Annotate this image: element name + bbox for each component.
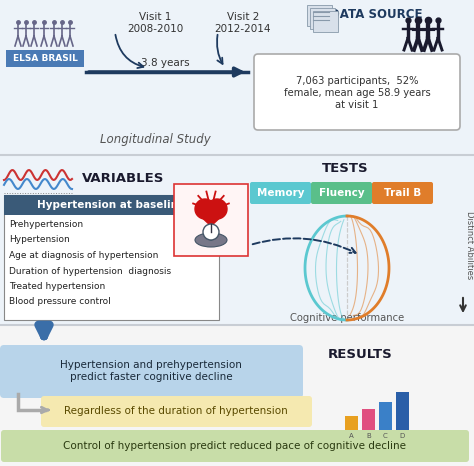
FancyBboxPatch shape [1, 430, 469, 462]
Polygon shape [207, 199, 227, 219]
Text: Hypertension at baseline: Hypertension at baseline [37, 200, 185, 210]
Text: 3.8 years: 3.8 years [141, 58, 189, 68]
Text: Hypertension: Hypertension [9, 235, 70, 245]
Text: Treated hypertension: Treated hypertension [9, 282, 105, 291]
FancyBboxPatch shape [250, 182, 311, 204]
Text: Hypertension and prehypertension
predict faster cognitive decline: Hypertension and prehypertension predict… [60, 360, 242, 382]
FancyBboxPatch shape [345, 416, 358, 430]
FancyBboxPatch shape [0, 326, 474, 466]
Text: RESULTS: RESULTS [328, 348, 392, 361]
Text: Visit 1
2008-2010: Visit 1 2008-2010 [127, 12, 183, 34]
Text: TESTS: TESTS [322, 162, 368, 175]
Text: DATA SOURCE: DATA SOURCE [330, 8, 422, 21]
Text: ELSA BRASIL: ELSA BRASIL [13, 54, 77, 63]
FancyBboxPatch shape [313, 11, 338, 32]
Text: Blood pressure control: Blood pressure control [9, 297, 111, 307]
Polygon shape [196, 209, 226, 226]
Text: A: A [349, 433, 354, 439]
Text: Duration of hypertension  diagnosis: Duration of hypertension diagnosis [9, 267, 171, 275]
FancyBboxPatch shape [0, 0, 474, 155]
Text: Longitudinal Study: Longitudinal Study [100, 133, 210, 146]
FancyBboxPatch shape [4, 195, 219, 215]
FancyBboxPatch shape [372, 182, 433, 204]
FancyBboxPatch shape [362, 409, 375, 430]
FancyBboxPatch shape [379, 402, 392, 430]
FancyBboxPatch shape [310, 7, 336, 28]
FancyBboxPatch shape [308, 5, 332, 26]
FancyBboxPatch shape [4, 195, 219, 320]
FancyBboxPatch shape [396, 392, 409, 430]
FancyBboxPatch shape [254, 54, 460, 130]
Circle shape [203, 224, 219, 240]
Text: Memory: Memory [257, 188, 304, 198]
FancyBboxPatch shape [311, 182, 372, 204]
Text: Cognitive performance: Cognitive performance [290, 313, 404, 323]
Text: B: B [366, 433, 371, 439]
Text: Visit 2
2012-2014: Visit 2 2012-2014 [215, 12, 271, 34]
Text: Control of hypertension predict reduced pace of cognitive decline: Control of hypertension predict reduced … [64, 441, 407, 451]
Text: Regardless of the duration of hypertension: Regardless of the duration of hypertensi… [64, 406, 288, 416]
Ellipse shape [195, 233, 227, 247]
FancyBboxPatch shape [0, 345, 303, 398]
FancyBboxPatch shape [41, 396, 312, 427]
Text: VARIABLES: VARIABLES [82, 172, 164, 185]
Text: Distinct Abilities: Distinct Abilities [465, 211, 474, 279]
FancyBboxPatch shape [0, 156, 474, 325]
Text: Age at diagnosis of hypertension: Age at diagnosis of hypertension [9, 251, 158, 260]
Text: Trail B: Trail B [384, 188, 421, 198]
Text: Prehypertension: Prehypertension [9, 220, 83, 229]
FancyBboxPatch shape [6, 50, 84, 67]
Polygon shape [195, 199, 215, 219]
FancyBboxPatch shape [174, 184, 248, 256]
Text: 7,063 participants,  52%
female, mean age 58.9 years
at visit 1: 7,063 participants, 52% female, mean age… [283, 76, 430, 110]
Text: Fluency: Fluency [319, 188, 365, 198]
Text: D: D [400, 433, 405, 439]
Text: C: C [383, 433, 388, 439]
